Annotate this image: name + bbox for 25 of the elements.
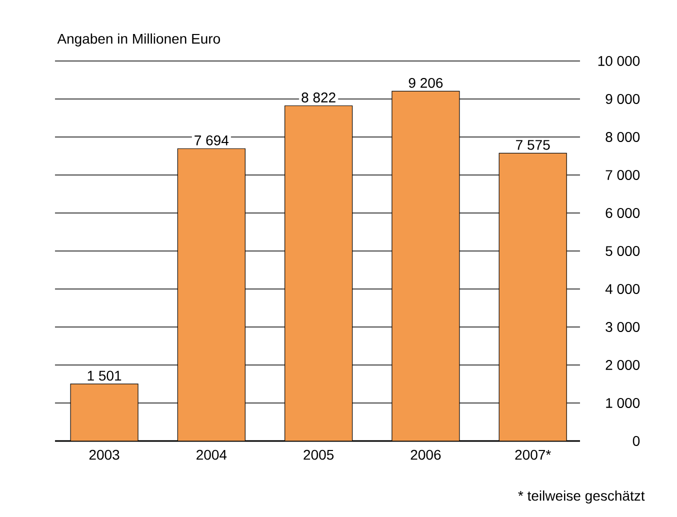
y-tick-label: 0: [632, 436, 640, 446]
y-tick-label: 5 000: [606, 246, 640, 256]
y-axis-title: Angaben in Millionen Euro: [57, 33, 220, 47]
y-tick-label: 7 000: [606, 170, 640, 180]
x-tick-label: 2003: [89, 450, 120, 460]
data-label: 7 575: [516, 140, 550, 150]
data-label: 9 206: [408, 78, 443, 88]
y-tick-label: 1 000: [606, 398, 640, 408]
y-tick-label: 3 000: [606, 322, 640, 332]
y-tick-label: 4 000: [605, 284, 640, 294]
data-label: 7 694: [194, 135, 229, 146]
y-tick-label: 8 000: [606, 132, 640, 142]
bar: [177, 148, 246, 441]
y-tick-label: 6 000: [606, 208, 640, 218]
x-tick-label: 2004: [196, 450, 227, 460]
y-tick-label: 9 000: [606, 94, 640, 104]
y-tick-label: 10 000: [598, 56, 640, 66]
text: * teilweise geschätzt: [518, 490, 645, 504]
x-tick-label: 2007*: [515, 450, 551, 460]
bar: [284, 105, 353, 441]
x-tick-label: 2006: [410, 450, 441, 460]
x-tick-label: 2005: [304, 450, 334, 460]
y-tick-label: 2 000: [606, 360, 640, 370]
data-label: 1 501: [88, 370, 122, 381]
data-label: 8 822: [302, 92, 336, 102]
